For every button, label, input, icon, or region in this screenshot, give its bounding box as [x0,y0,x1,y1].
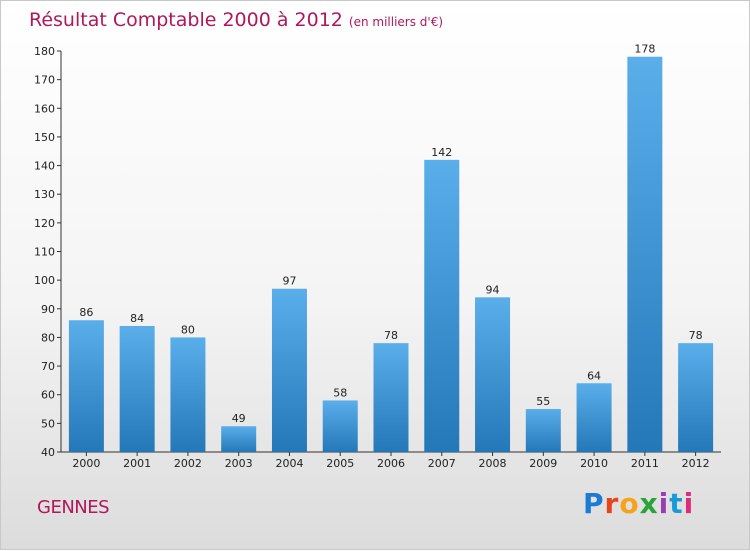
proxiti-logo: Proxiti [583,487,694,520]
x-tick-label-2002: 2002 [174,457,202,470]
y-tick-label: 90 [41,303,55,316]
data-label-2011: 178 [634,43,655,56]
x-tick-label-2001: 2001 [123,457,151,470]
x-tick-label-2007: 2007 [428,457,456,470]
bar-2012 [678,343,714,452]
y-tick-label: 60 [41,389,55,402]
bar-2006 [373,343,409,452]
bar-2003 [221,426,257,452]
bar-2008 [475,297,511,452]
data-label-2010: 64 [587,369,601,382]
logo-letter: r [604,487,620,520]
logo-letter: t [669,487,684,520]
x-tick-label-2012: 2012 [682,457,710,470]
x-tick-label-2003: 2003 [225,457,253,470]
logo-letter: o [619,487,640,520]
y-tick-label: 150 [34,131,55,144]
x-tick-label-2006: 2006 [377,457,405,470]
y-tick-label: 110 [34,246,55,259]
bar-2007 [424,159,460,453]
data-label-2005: 58 [333,386,347,399]
bar-2009 [525,409,561,452]
chart-title: Résultat Comptable 2000 à 2012 (en millie… [29,9,443,31]
logo-letter: x [639,487,659,520]
bar-2000 [68,320,104,452]
bar-2001 [119,325,155,452]
x-tick-label-2004: 2004 [275,457,303,470]
bar-2002 [170,337,206,452]
y-tick-label: 130 [34,188,55,201]
data-label-2001: 84 [130,312,144,325]
y-tick-label: 180 [34,45,55,58]
x-tick-label-2010: 2010 [580,457,608,470]
data-label-2004: 97 [282,275,296,288]
data-label-2003: 49 [232,412,246,425]
x-tick-label-2011: 2011 [631,457,659,470]
x-tick-label-2008: 2008 [479,457,507,470]
y-tick-label: 50 [41,417,55,430]
data-label-2006: 78 [384,329,398,342]
chart-subtitle: (en milliers d'€) [348,15,444,29]
x-tick-label-2005: 2005 [326,457,354,470]
bar-2011 [627,56,663,452]
x-tick-label-2000: 2000 [72,457,100,470]
bar-2005 [322,400,358,452]
y-tick-label: 70 [41,360,55,373]
logo-letter: P [583,487,605,520]
chart-title-text: Résultat Comptable 2000 à 2012 [29,9,343,31]
data-label-2012: 78 [689,329,703,342]
y-tick-label: 120 [34,217,55,230]
y-tick-label: 140 [34,160,55,173]
data-label-2009: 55 [536,395,550,408]
data-label-2000: 86 [79,306,93,319]
x-tick-label-2009: 2009 [529,457,557,470]
logo-letter: i [683,487,695,520]
data-label-2008: 94 [486,283,500,296]
data-label-2007: 142 [431,146,452,159]
bar-2004 [271,288,307,452]
y-tick-label: 170 [34,74,55,87]
commune-name: GENNES [37,497,110,518]
y-tick-label: 160 [34,102,55,115]
bar-2010 [576,383,612,452]
logo-letter: i [658,487,670,520]
y-tick-label: 40 [41,446,55,459]
y-tick-label: 80 [41,331,55,344]
data-label-2002: 80 [181,323,195,336]
y-tick-label: 100 [34,274,55,287]
